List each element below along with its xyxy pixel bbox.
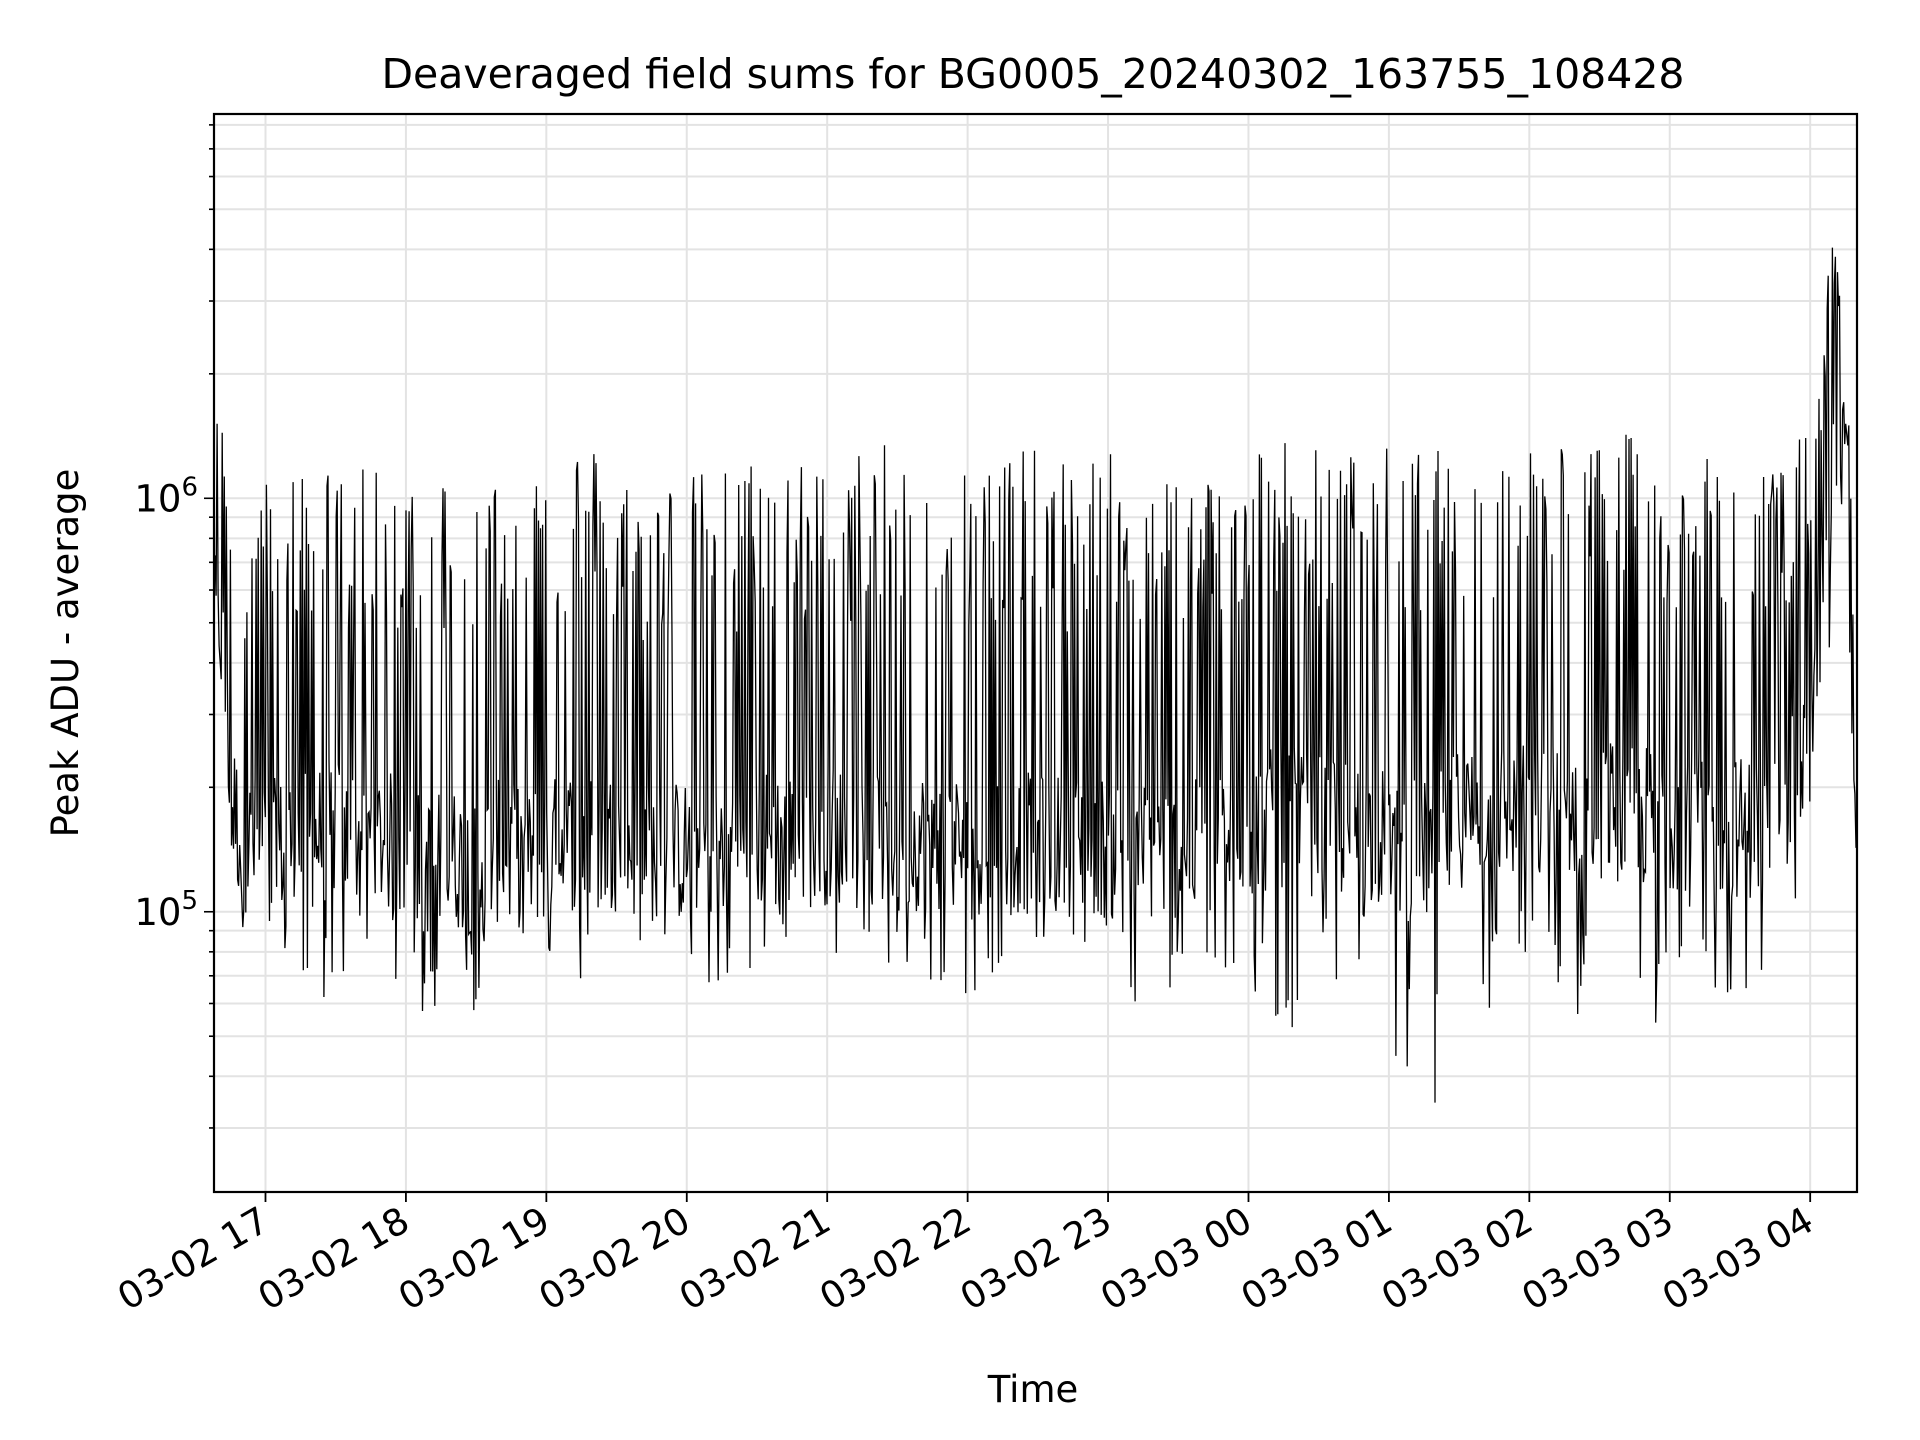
chart-title: Deaveraged field sums for BG0005_2024030…	[381, 50, 1684, 98]
y-tick-label: 106	[134, 472, 198, 520]
series-trace	[213, 247, 1858, 1103]
plot-frame	[212, 112, 1859, 1194]
y-axis-label: Peak ADU - average	[44, 469, 87, 838]
x-axis-label: Time	[987, 1368, 1079, 1411]
y-tick-label: 105	[134, 886, 198, 934]
series-line	[213, 247, 1858, 1103]
y-axis-ticks: 105 106	[134, 124, 214, 1129]
